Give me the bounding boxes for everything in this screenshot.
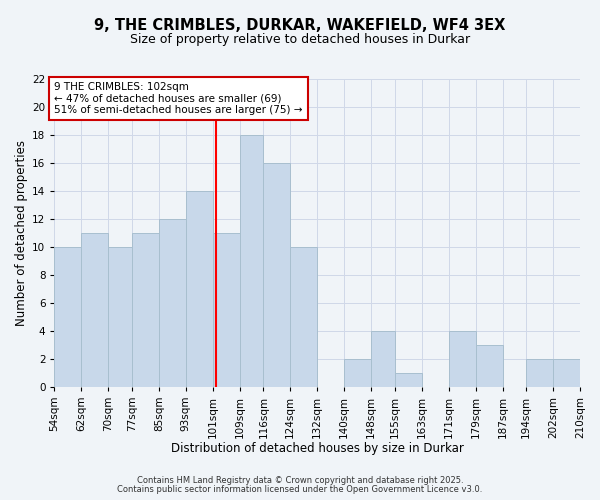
Bar	[553, 358, 580, 386]
Y-axis label: Number of detached properties: Number of detached properties	[15, 140, 28, 326]
Bar	[449, 330, 476, 386]
Bar	[159, 219, 186, 386]
Bar	[395, 372, 422, 386]
Bar	[82, 233, 109, 386]
Text: Size of property relative to detached houses in Durkar: Size of property relative to detached ho…	[130, 32, 470, 46]
Bar	[344, 358, 371, 386]
Text: Contains public sector information licensed under the Open Government Licence v3: Contains public sector information licen…	[118, 484, 482, 494]
Text: 9 THE CRIMBLES: 102sqm
← 47% of detached houses are smaller (69)
51% of semi-det: 9 THE CRIMBLES: 102sqm ← 47% of detached…	[55, 82, 303, 115]
Bar	[109, 247, 132, 386]
Bar	[371, 330, 395, 386]
Bar	[526, 358, 553, 386]
Bar	[476, 344, 503, 387]
Bar	[213, 233, 240, 386]
Bar	[55, 247, 82, 386]
Text: Contains HM Land Registry data © Crown copyright and database right 2025.: Contains HM Land Registry data © Crown c…	[137, 476, 463, 485]
Bar	[132, 233, 159, 386]
Bar	[580, 372, 600, 386]
Bar	[240, 135, 263, 386]
X-axis label: Distribution of detached houses by size in Durkar: Distribution of detached houses by size …	[171, 442, 464, 455]
Bar	[186, 191, 213, 386]
Bar	[290, 247, 317, 386]
Text: 9, THE CRIMBLES, DURKAR, WAKEFIELD, WF4 3EX: 9, THE CRIMBLES, DURKAR, WAKEFIELD, WF4 …	[94, 18, 506, 32]
Bar	[263, 163, 290, 386]
